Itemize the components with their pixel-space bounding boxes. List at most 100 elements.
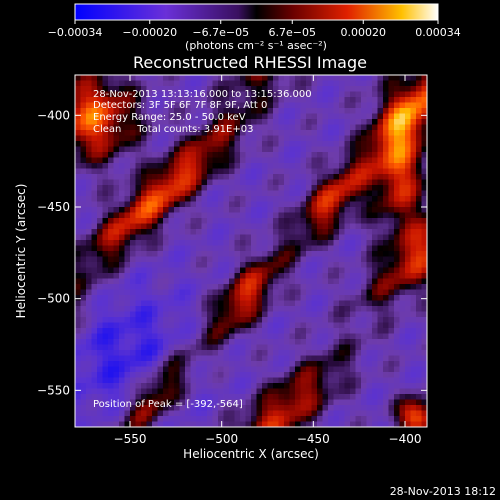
heatmap-cell xyxy=(163,289,169,296)
heatmap-cell xyxy=(185,130,191,136)
heatmap-cell xyxy=(262,377,268,384)
heatmap-cell xyxy=(416,174,422,180)
heatmap-cell xyxy=(102,174,109,180)
heatmap-cell xyxy=(196,355,202,362)
heatmap-cell xyxy=(278,366,285,373)
heatmap-cell xyxy=(240,421,246,427)
heatmap-cell xyxy=(311,223,318,230)
heatmap-cell xyxy=(267,339,274,345)
heatmap-cell xyxy=(251,91,257,98)
heatmap-cell xyxy=(344,421,351,427)
heatmap-cell xyxy=(350,113,356,120)
heatmap-cell xyxy=(284,185,290,191)
heatmap-cell xyxy=(251,75,257,81)
heatmap-cell xyxy=(328,97,334,103)
heatmap-cell xyxy=(399,284,406,290)
heatmap-cell xyxy=(278,405,285,411)
heatmap-cell xyxy=(311,240,318,246)
heatmap-cell xyxy=(97,130,103,136)
heatmap-cell xyxy=(416,284,422,290)
heatmap-cell xyxy=(311,344,318,351)
heatmap-cell xyxy=(394,174,400,180)
heatmap-cell xyxy=(256,201,263,208)
heatmap-cell xyxy=(394,333,400,340)
heatmap-cell xyxy=(383,399,389,406)
heatmap-cell xyxy=(130,157,136,164)
heatmap-cell xyxy=(135,284,142,290)
heatmap-cell xyxy=(212,146,219,153)
heatmap-cell xyxy=(410,405,417,411)
heatmap-cell xyxy=(317,234,323,241)
heatmap-cell xyxy=(102,113,109,120)
heatmap-cell xyxy=(394,278,400,285)
heatmap-cell xyxy=(152,421,158,427)
heatmap-cell xyxy=(157,245,164,252)
heatmap-cell xyxy=(372,278,378,285)
heatmap-cell xyxy=(80,80,87,87)
heatmap-cell xyxy=(141,289,147,296)
heatmap-cell xyxy=(339,394,345,400)
heatmap-cell xyxy=(86,229,92,235)
heatmap-cell xyxy=(174,163,180,169)
heatmap-cell xyxy=(355,91,362,98)
heatmap-cell xyxy=(311,328,318,334)
heatmap-cell xyxy=(207,344,213,351)
heatmap-cell xyxy=(372,174,378,180)
heatmap-cell xyxy=(355,339,362,345)
heatmap-cell xyxy=(410,311,417,318)
heatmap-cell xyxy=(361,333,367,340)
heatmap-cell xyxy=(135,124,142,131)
heatmap-cell xyxy=(141,410,147,417)
heatmap-cell xyxy=(135,394,142,400)
heatmap-cell xyxy=(333,421,340,427)
heatmap-cell xyxy=(234,372,241,378)
heatmap-cell xyxy=(328,284,334,290)
heatmap-cell xyxy=(273,130,279,136)
heatmap-cell xyxy=(223,130,230,136)
heatmap-cell xyxy=(377,207,384,213)
heatmap-cell xyxy=(179,179,186,186)
heatmap-cell xyxy=(130,394,136,400)
heatmap-cell xyxy=(295,421,301,427)
heatmap-cell xyxy=(245,135,252,142)
heatmap-cell xyxy=(245,168,252,175)
heatmap-cell xyxy=(311,278,318,285)
heatmap-cell xyxy=(168,399,175,406)
heatmap-cell xyxy=(317,350,323,356)
heatmap-cell xyxy=(86,97,92,103)
heatmap-cell xyxy=(201,130,208,136)
heatmap-cell xyxy=(421,377,427,384)
heatmap-cell xyxy=(361,102,367,109)
heatmap-cell xyxy=(416,295,422,301)
heatmap-cell xyxy=(240,289,246,296)
heatmap-cell xyxy=(190,75,197,81)
heatmap-cell xyxy=(361,355,367,362)
heatmap-cell xyxy=(295,339,301,345)
heatmap-cell xyxy=(273,300,279,307)
heatmap-cell xyxy=(361,295,367,301)
heatmap-cell xyxy=(377,350,384,356)
heatmap-cell xyxy=(80,339,87,345)
heatmap-cell xyxy=(284,113,290,120)
heatmap-cell xyxy=(399,306,406,312)
heatmap-cell xyxy=(372,108,378,114)
heatmap-cell xyxy=(399,278,406,285)
heatmap-cell xyxy=(97,146,103,153)
heatmap-cell xyxy=(355,146,362,153)
heatmap-cell xyxy=(190,317,197,323)
heatmap-cell xyxy=(311,157,318,164)
heatmap-cell xyxy=(124,97,131,103)
heatmap-cell xyxy=(218,262,224,268)
heatmap-cell xyxy=(361,185,367,191)
heatmap-cell xyxy=(130,190,136,197)
heatmap-cell xyxy=(201,124,208,131)
heatmap-cell xyxy=(185,399,191,406)
heatmap-cell xyxy=(124,201,131,208)
heatmap-cell xyxy=(157,80,164,87)
heatmap-cell xyxy=(168,366,175,373)
heatmap-cell xyxy=(251,372,257,378)
heatmap-cell xyxy=(102,317,109,323)
heatmap-cell xyxy=(130,97,136,103)
heatmap-cell xyxy=(218,113,224,120)
heatmap-cell xyxy=(361,399,367,406)
